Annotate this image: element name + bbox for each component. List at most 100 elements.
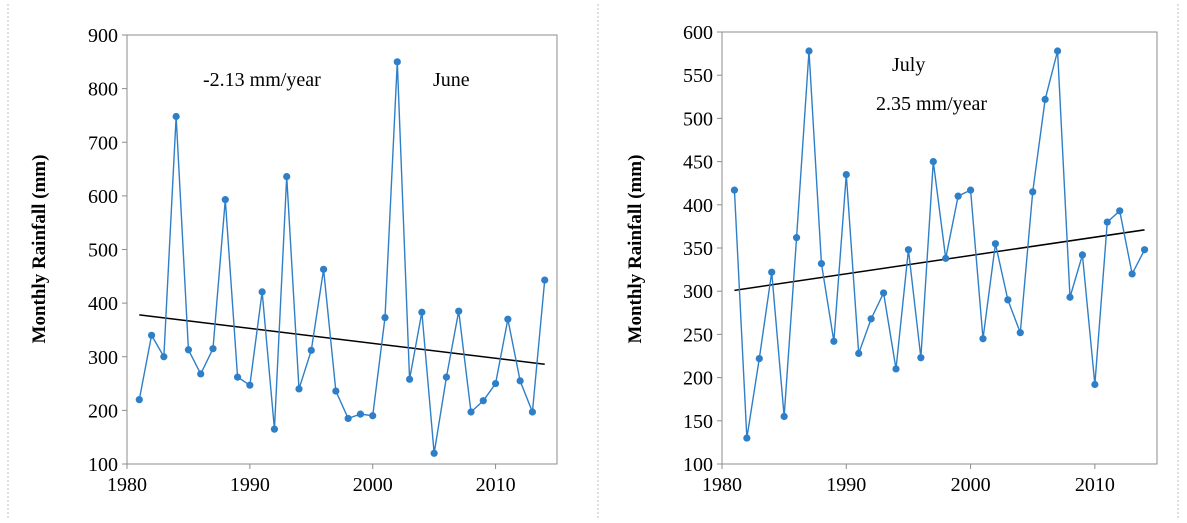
june-rainfall-chart: Monthly Rainfall (mm) -2.13 mm/year June… [29, 25, 558, 496]
y-tick-label: 250 [683, 324, 713, 346]
data-point [780, 412, 788, 421]
y-tick-label: 700 [88, 132, 118, 154]
annotation-month: June [433, 69, 470, 91]
series-line [733, 50, 1146, 439]
x-tick-label: 1980 [702, 474, 742, 496]
data-point [1103, 218, 1111, 226]
data-point [1116, 207, 1124, 215]
data-point [221, 196, 229, 204]
data-point [1004, 296, 1012, 304]
data-point [344, 414, 352, 423]
series-line [138, 61, 546, 454]
data-point [755, 354, 763, 363]
data-point [442, 373, 451, 381]
data-marks [135, 58, 549, 457]
x-tick-label: 1990 [826, 474, 866, 496]
data-point [904, 246, 913, 254]
data-point [917, 354, 925, 362]
data-point [197, 370, 205, 378]
data-point [307, 346, 315, 354]
data-point [1128, 270, 1136, 278]
data-point [1140, 246, 1149, 254]
annotation-month: July [892, 54, 925, 76]
data-point [979, 335, 987, 343]
data-point [332, 387, 340, 395]
data-point [942, 254, 950, 262]
y-tick-label: 550 [683, 65, 713, 87]
data-point [160, 353, 168, 361]
data-point [369, 412, 377, 420]
data-point [528, 408, 537, 416]
plot-area [126, 34, 558, 465]
data-point [805, 47, 813, 55]
axis-ticks: 100 200 300 400 500 600 700 800 900 1980 1990 2000 2… [88, 25, 516, 496]
data-point [1066, 293, 1074, 301]
data-point [1078, 251, 1087, 259]
data-point [768, 268, 776, 276]
data-point [504, 315, 512, 323]
y-tick-label: 350 [683, 238, 713, 260]
data-point [929, 158, 937, 166]
y-tick-label: 600 [88, 186, 118, 208]
data-point [258, 288, 266, 296]
annotation-trend-rate: 2.35 mm/year [876, 93, 987, 115]
data-point [855, 349, 863, 358]
y-tick-label: 400 [88, 293, 118, 315]
data-point [393, 58, 401, 66]
y-tick-label: 200 [683, 368, 713, 390]
y-tick-label: 300 [88, 347, 118, 369]
data-point [405, 375, 414, 383]
y-tick-label: 500 [683, 108, 713, 130]
data-point [479, 397, 487, 405]
data-point [135, 396, 143, 404]
data-point [954, 192, 962, 200]
x-tick-label: 1980 [107, 474, 147, 496]
y-axis-label: Monthly Rainfall (mm) [29, 155, 50, 344]
data-point [209, 345, 217, 353]
data-point [356, 410, 365, 418]
data-point [295, 385, 303, 393]
y-tick-label: 500 [88, 240, 118, 262]
x-tick-label: 2000 [951, 474, 991, 496]
x-tick-label: 1990 [230, 474, 270, 496]
data-point [892, 365, 900, 373]
july-rainfall-chart: Monthly Rainfall (mm) July 2.35 mm/year … [625, 22, 1158, 496]
y-tick-label: 200 [88, 400, 118, 422]
annotation-trend-rate: -2.13 mm/year [203, 69, 321, 91]
data-point [455, 307, 463, 315]
y-tick-label: 900 [88, 25, 118, 47]
y-tick-label: 300 [683, 281, 713, 303]
data-point [541, 276, 549, 284]
data-point [991, 240, 1000, 248]
data-point [817, 259, 826, 268]
data-point [233, 373, 242, 381]
data-point [842, 170, 850, 179]
data-point [319, 265, 328, 273]
data-point [184, 346, 193, 354]
data-point [381, 314, 389, 322]
y-tick-label: 100 [683, 454, 713, 476]
data-point [966, 186, 975, 194]
data-point [283, 172, 291, 181]
data-point [1016, 329, 1024, 337]
x-tick-label: 2010 [1075, 474, 1115, 496]
trend-line [734, 229, 1145, 292]
data-point [830, 337, 838, 345]
data-marks [730, 47, 1149, 442]
data-point [467, 408, 475, 416]
data-point [743, 434, 751, 442]
data-point [1091, 380, 1099, 389]
axis-ticks: 100 150 200 250 300 350 400 450 500 550 600 1980 199… [683, 22, 1115, 496]
data-point [172, 112, 180, 121]
data-point [792, 234, 801, 242]
data-point [730, 186, 739, 194]
data-point [516, 377, 524, 385]
y-tick-label: 100 [88, 454, 118, 476]
data-point [1053, 47, 1062, 55]
trend-line [139, 314, 545, 366]
data-point [270, 425, 279, 433]
y-tick-label: 600 [683, 22, 713, 44]
y-tick-label: 800 [88, 79, 118, 101]
y-tick-label: 450 [683, 152, 713, 174]
